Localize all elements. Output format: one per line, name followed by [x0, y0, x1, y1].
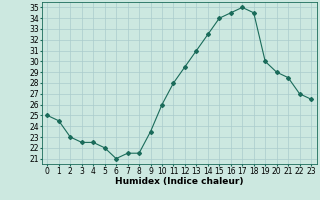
X-axis label: Humidex (Indice chaleur): Humidex (Indice chaleur) — [115, 177, 244, 186]
